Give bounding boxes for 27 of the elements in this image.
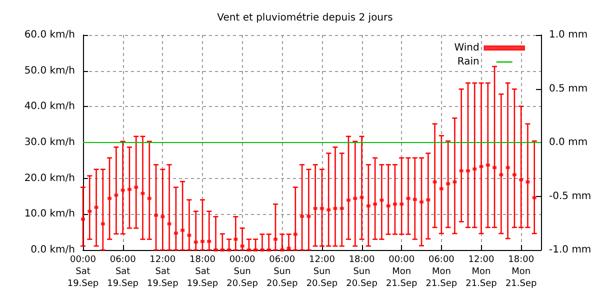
legend-label: Wind xyxy=(454,42,480,54)
x-tick-label: 12:00 Sun 20.Sep xyxy=(306,255,338,289)
x-tick-label: 18:00 Sun 20.Sep xyxy=(346,255,378,289)
x-tick-label: 06:00 Sun 20.Sep xyxy=(266,255,298,289)
y-tick-label: 50.0 km/h xyxy=(24,65,75,76)
x-tick-label: 12:00 Sat 19.Sep xyxy=(147,255,179,289)
x-tick-label: 18:00 Sat 19.Sep xyxy=(186,255,218,289)
x-tick-label: 00:00 Sat 19.Sep xyxy=(67,255,99,289)
y2-tick-label: 1.0 mm xyxy=(549,30,588,40)
x-tick-label: 12:00 Mon 21.Sep xyxy=(466,255,498,289)
chart-title: Vent et pluviométrie depuis 2 jours xyxy=(217,12,393,24)
y2-tick-label: -0.5 mm xyxy=(549,190,592,202)
y-tick-label: 20.0 km/h xyxy=(24,172,75,184)
x-tick-label: 00:00 Sun 20.Sep xyxy=(226,255,258,289)
x-tick-label: 06:00 Sat 19.Sep xyxy=(107,255,139,289)
y-tick-label: 30.0 km/h xyxy=(24,137,75,148)
y-tick-label: 40.0 km/h xyxy=(24,101,75,112)
y2-tick-label: 0.5 mm xyxy=(549,83,588,94)
x-tick-label: 06:00 Mon 21.Sep xyxy=(426,255,458,289)
y-tick-label: 10.0 km/h xyxy=(24,208,75,220)
x-tick-label: 18:00 Mon 21.Sep xyxy=(505,255,538,289)
y2-tick-label: 0.0 mm xyxy=(549,137,588,148)
x-tick-label: 00:00 Mon 21.Sep xyxy=(386,255,418,289)
legend-label: Rain xyxy=(457,56,480,68)
y-tick-label: 0.0 km/h xyxy=(30,244,75,256)
y2-tick-label: -1.0 mm xyxy=(549,244,592,256)
y-tick-label: 60.0 km/h xyxy=(24,30,75,40)
